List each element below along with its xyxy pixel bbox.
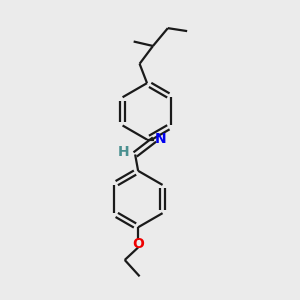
Text: O: O [132, 237, 144, 250]
Text: N: N [155, 132, 167, 146]
Text: H: H [118, 145, 130, 159]
